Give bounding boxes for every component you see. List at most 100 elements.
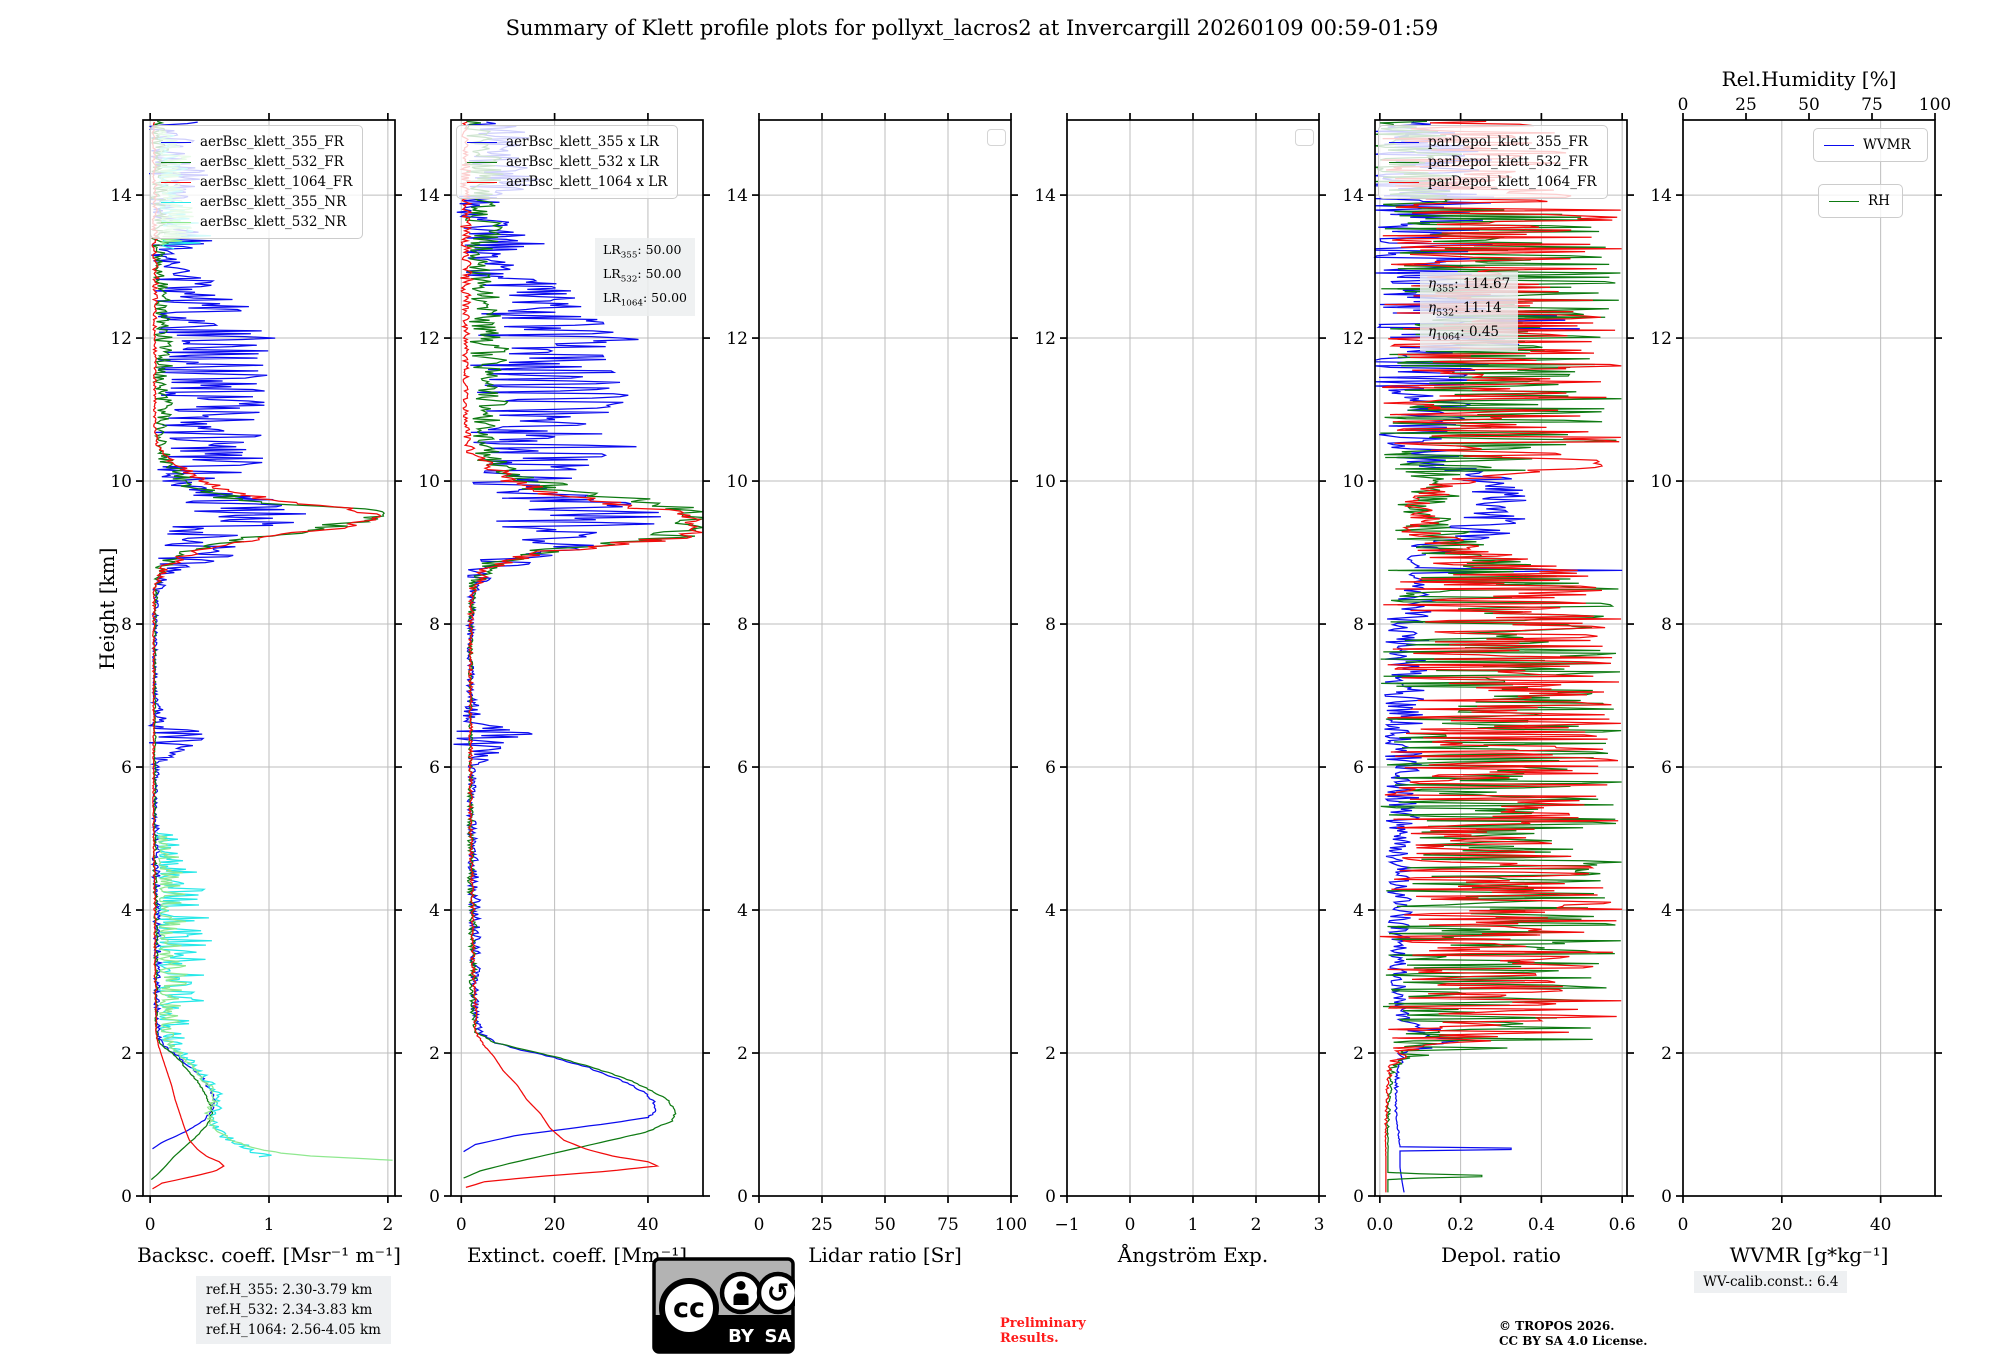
legend-line-sample — [1389, 161, 1419, 163]
ytick-lidar-ratio: 10 — [726, 472, 748, 492]
xlabel-backscatter: Backsc. coeff. [Msr⁻¹ m⁻¹] — [137, 1243, 401, 1267]
ytick-wvmr: 2 — [1661, 1044, 1672, 1064]
top-xtick-wvmr: 100 — [1919, 95, 1951, 115]
xtick-lidar-ratio: 25 — [811, 1215, 833, 1235]
ytick-depol: 6 — [1353, 758, 1364, 778]
tropos-copyright: © TROPOS 2026. CC BY SA 4.0 License. — [1499, 1319, 1648, 1348]
legend-label: parDepol_klett_355_FR — [1428, 134, 1588, 150]
xtick-angstroem: −1 — [1054, 1215, 1079, 1235]
ytick-wvmr: 10 — [1650, 472, 1672, 492]
ytick-depol: 0 — [1353, 1187, 1364, 1207]
ytick-extinction: 4 — [429, 901, 440, 921]
legend-item: aerBsc_klett_532_FR — [161, 152, 352, 172]
xtick-depol: 0.6 — [1609, 1215, 1636, 1235]
ytick-angstroem: 14 — [1034, 186, 1056, 206]
ytick-wvmr: 14 — [1650, 186, 1672, 206]
xlabel-depol: Depol. ratio — [1441, 1243, 1561, 1267]
legend-item: parDepol_klett_355_FR — [1389, 132, 1597, 152]
legend-line-sample — [467, 161, 497, 163]
legend-line-sample — [1389, 181, 1419, 183]
legend-line-sample — [1829, 200, 1859, 202]
legend-line-sample — [161, 141, 191, 143]
ytick-backscatter: 4 — [121, 901, 132, 921]
annotation-line: LR1064: 50.00 — [603, 290, 687, 309]
ytick-wvmr: 4 — [1661, 901, 1672, 921]
ytick-lidar-ratio: 8 — [737, 615, 748, 635]
ytick-backscatter: 14 — [110, 186, 132, 206]
legend-line-sample — [1389, 141, 1419, 143]
xlabel-angstroem: Ångström Exp. — [1117, 1242, 1268, 1267]
legend-label: aerBsc_klett_532_NR — [200, 214, 347, 230]
legend-item: aerBsc_klett_532 x LR — [467, 152, 667, 172]
ytick-angstroem: 6 — [1045, 758, 1056, 778]
xtick-lidar-ratio: 100 — [995, 1215, 1027, 1235]
legend-line-sample — [161, 221, 191, 223]
cc-circle-icon — [659, 1278, 719, 1338]
ytick-backscatter: 0 — [121, 1187, 132, 1207]
xtick-lidar-ratio: 75 — [937, 1215, 959, 1235]
series-parDepol_klett_1064_FR — [1379, 120, 1623, 1193]
legend-line-sample — [161, 161, 191, 163]
legend-label: aerBsc_klett_532_FR — [200, 154, 344, 170]
ytick-backscatter: 12 — [110, 329, 132, 349]
ytick-angstroem: 12 — [1034, 329, 1056, 349]
legend-item: aerBsc_klett_355_NR — [161, 192, 352, 212]
reference-height-box: ref.H_355: 2.30-3.79 km ref.H_532: 2.34-… — [196, 1276, 391, 1344]
xtick-angstroem: 2 — [1251, 1215, 1262, 1235]
series-aerBsc_klett_532 x LR — [463, 120, 704, 1179]
ytick-angstroem: 2 — [1045, 1044, 1056, 1064]
cc-letters: cc — [673, 1293, 705, 1324]
figure-title: Summary of Klett profile plots for polly… — [505, 16, 1439, 40]
legend-line-sample — [467, 141, 497, 143]
ytick-extinction: 2 — [429, 1044, 440, 1064]
legend-label: aerBsc_klett_532 x LR — [506, 154, 659, 170]
xtick-backscatter: 2 — [382, 1215, 393, 1235]
top-axis-label: Rel.Humidity [%] — [1722, 67, 1897, 91]
ytick-angstroem: 4 — [1045, 901, 1056, 921]
top-xtick-wvmr: 25 — [1735, 95, 1757, 115]
wv-calibration-constant: WV-calib.const.: 6.4 — [1694, 1271, 1848, 1293]
annotation-line: LR532: 50.00 — [603, 266, 682, 285]
ytick-depol: 2 — [1353, 1044, 1364, 1064]
ytick-extinction: 8 — [429, 615, 440, 635]
legend-line-sample — [161, 181, 191, 183]
lidar-ratio-values-box: LR355: 50.00 LR532: 50.00 LR1064: 50.00 — [595, 238, 695, 316]
ytick-extinction: 10 — [418, 472, 440, 492]
panel-lidar-ratio: 0 25 50 75 100 0 2 4 6 8 10 12 14 Lidar ratio [Sr] — [726, 113, 1027, 1267]
legend-item: aerBsc_klett_355_FR — [161, 132, 352, 152]
cc-by-label: BY — [728, 1326, 755, 1347]
legend-label: aerBsc_klett_1064_FR — [200, 174, 353, 190]
legend-label: parDepol_klett_1064_FR — [1428, 174, 1597, 190]
xtick-depol: 0.4 — [1528, 1215, 1555, 1235]
annotation-line: η355: 114.67 — [1428, 276, 1511, 295]
legend-label: aerBsc_klett_355_FR — [200, 134, 344, 150]
ref-h-355: ref.H_355: 2.30-3.79 km — [206, 1282, 373, 1298]
by-person-icon — [719, 1271, 763, 1315]
ref-h-1064: ref.H_1064: 2.56-4.05 km — [206, 1322, 381, 1338]
xtick-depol: 0.2 — [1447, 1215, 1474, 1235]
ytick-angstroem: 0 — [1045, 1187, 1056, 1207]
xtick-depol: 0.0 — [1366, 1215, 1393, 1235]
legend-item: aerBsc_klett_532_NR — [161, 212, 352, 232]
legend-line-sample — [1824, 144, 1854, 146]
legend-label: WVMR — [1863, 137, 1911, 153]
ref-h-532: ref.H_532: 2.34-3.83 km — [206, 1302, 373, 1318]
series-aerBsc_klett_1064 x LR — [459, 121, 703, 1188]
legend-item: parDepol_klett_532_FR — [1389, 152, 1597, 172]
legend-extinction: aerBsc_klett_355 x LR aerBsc_klett_532 x … — [456, 125, 679, 199]
annotation-line: η1064: 0.45 — [1428, 324, 1500, 344]
ytick-lidar-ratio: 2 — [737, 1044, 748, 1064]
annotation-line: LR355: 50.00 — [603, 242, 682, 261]
ytick-extinction: 14 — [418, 186, 440, 206]
xtick-wvmr: 0 — [1678, 1215, 1689, 1235]
xtick-angstroem: 3 — [1314, 1215, 1325, 1235]
legend-empty-lidar-ratio — [987, 129, 1006, 146]
xtick-extinction: 0 — [456, 1215, 467, 1235]
legend-label: aerBsc_klett_355_NR — [200, 194, 347, 210]
ytick-depol: 12 — [1342, 329, 1364, 349]
xtick-extinction: 20 — [544, 1215, 566, 1235]
